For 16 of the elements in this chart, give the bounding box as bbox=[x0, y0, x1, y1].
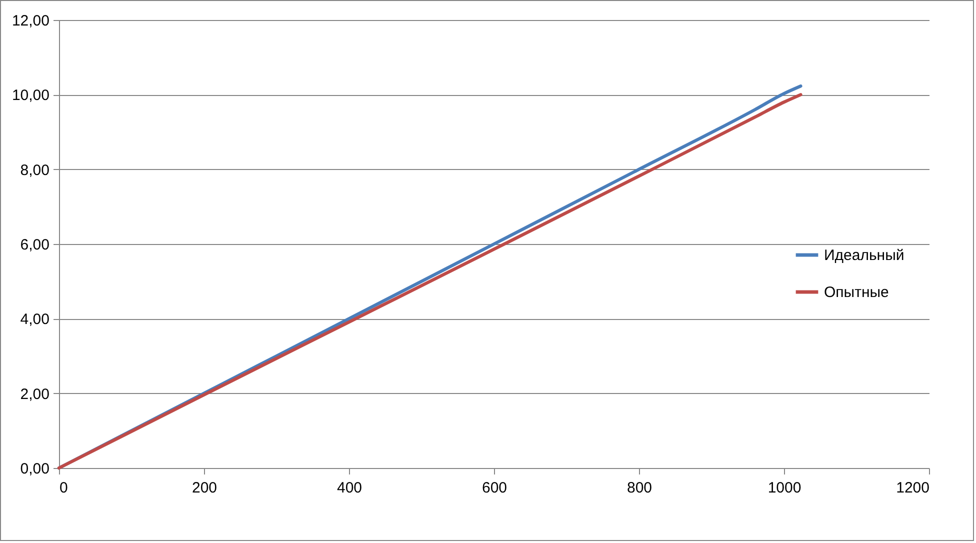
x-tick-label: 1000 bbox=[768, 480, 802, 496]
x-tick-label: 600 bbox=[482, 480, 508, 496]
x-tick-label: 800 bbox=[626, 480, 652, 496]
y-tick-label: 10,00 bbox=[12, 87, 50, 104]
y-tick-label: 4,00 bbox=[20, 311, 50, 328]
y-tick-label: 8,00 bbox=[20, 162, 50, 179]
legend-label: Опытные bbox=[824, 284, 889, 301]
y-tick-label: 12,00 bbox=[12, 12, 50, 30]
x-tick-label: 200 bbox=[192, 480, 218, 496]
x-tick-label: 400 bbox=[336, 480, 362, 496]
legend-label: Идеальный bbox=[824, 247, 904, 264]
y-tick-label: 0,00 bbox=[20, 460, 50, 478]
y-tick-label: 6,00 bbox=[20, 236, 50, 254]
y-tick-label: 2,00 bbox=[20, 386, 50, 403]
x-tick-label: 0 bbox=[60, 480, 68, 496]
x-tick-label: 1200 bbox=[896, 480, 930, 496]
